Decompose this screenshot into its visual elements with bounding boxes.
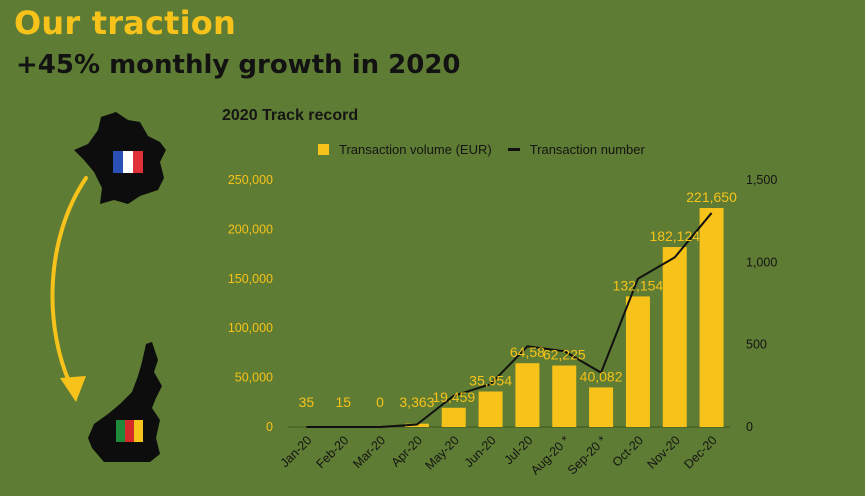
data-label-volume: 35: [299, 394, 315, 410]
bar-transaction-volume: [662, 247, 687, 427]
x-tick-label: Sep-20 *: [565, 433, 609, 477]
bar-transaction-volume: [589, 387, 614, 427]
bar-transaction-volume: [441, 407, 466, 427]
bar-transaction-volume: [699, 208, 724, 427]
data-label-volume: 62,225: [543, 347, 586, 363]
y-left-tick-label: 150,000: [228, 272, 273, 286]
x-tick-label: Jan-20: [278, 433, 315, 470]
data-label-volume: 0: [376, 394, 384, 410]
x-tick-label: Jun-20: [462, 433, 499, 470]
chart-title: 2020 Track record: [222, 107, 359, 124]
y-left-tick-label: 200,000: [228, 222, 273, 236]
data-label-volume: 132,154: [613, 277, 664, 293]
x-tick-label: Nov-20: [644, 433, 682, 471]
data-label-volume: 19,459: [432, 389, 475, 405]
bar-transaction-volume: [515, 363, 540, 427]
y-left-tick-label: 50,000: [235, 371, 273, 385]
data-label-volume: 182,124: [649, 228, 700, 244]
data-label-volume: 15: [335, 394, 351, 410]
x-tick-label: Apr-20: [389, 433, 425, 469]
y-left-tick-label: 0: [266, 420, 273, 434]
legend-label-number: Transaction number: [529, 142, 645, 157]
y-right-tick-label: 0: [746, 420, 753, 434]
x-tick-label: Oct-20: [610, 433, 646, 469]
chart-legend: Transaction volume (EUR) Transaction num…: [318, 142, 645, 157]
legend-label-volume: Transaction volume (EUR): [339, 142, 492, 157]
data-label-volume: 40,082: [580, 368, 623, 384]
france-map-flag-icon: [74, 112, 166, 204]
y-right-tick-label: 1,000: [746, 255, 777, 269]
bar-transaction-volume: [552, 365, 577, 427]
x-tick-label: May-20: [422, 433, 461, 472]
y-right-tick-label: 1,500: [746, 173, 777, 187]
legend-swatch-number: [507, 148, 520, 151]
page-subtitle: +45% monthly growth in 2020: [16, 50, 461, 80]
data-label-volume: 221,650: [686, 189, 737, 205]
data-label-volume: 35,954: [469, 372, 512, 388]
data-label-volume: 3,363: [399, 394, 434, 410]
legend-swatch-volume: [318, 144, 329, 155]
line-transaction-number: [306, 212, 713, 428]
x-tick-label: Aug-20 *: [528, 433, 572, 477]
data-label-volume: 64,58: [510, 344, 545, 360]
curved-arrow-icon: [50, 176, 88, 402]
page-title: Our traction: [14, 4, 236, 42]
x-tick-label: Mar-20: [350, 433, 388, 471]
x-tick-label: Jul-20: [502, 433, 536, 467]
y-left-tick-label: 100,000: [228, 321, 273, 335]
bar-transaction-volume: [625, 296, 650, 427]
x-tick-label: Feb-20: [313, 433, 351, 471]
cameroon-map-flag-icon: [88, 342, 162, 462]
y-right-tick-label: 500: [746, 338, 767, 352]
y-left-tick-label: 250,000: [228, 173, 273, 187]
bar-transaction-volume: [478, 391, 503, 427]
x-tick-label: Dec-20: [681, 433, 719, 471]
